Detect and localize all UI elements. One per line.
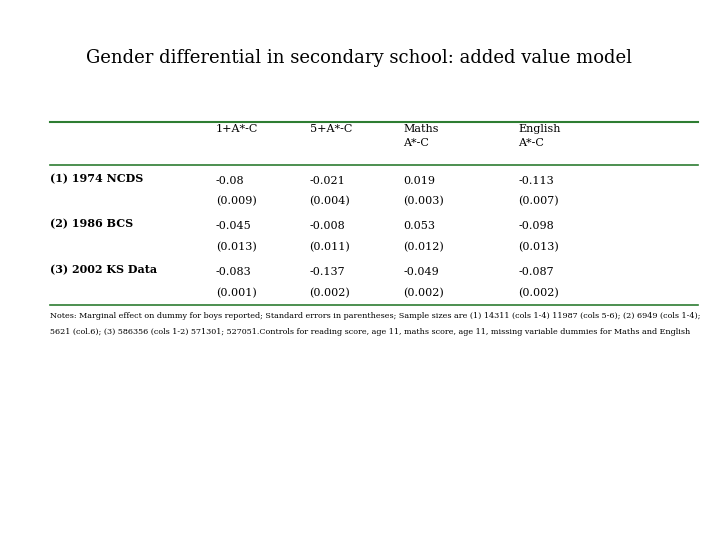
Text: -0.08: -0.08 bbox=[216, 176, 245, 186]
Text: (0.013): (0.013) bbox=[518, 242, 559, 252]
Text: Notes: Marginal effect on dummy for boys reported; Standard errors in parenthese: Notes: Marginal effect on dummy for boys… bbox=[50, 312, 701, 320]
Text: 0.053: 0.053 bbox=[403, 221, 435, 232]
Text: (1) 1974 NCDS: (1) 1974 NCDS bbox=[50, 173, 144, 184]
Text: (0.009): (0.009) bbox=[216, 196, 257, 206]
Text: English: English bbox=[518, 124, 561, 134]
Text: -0.021: -0.021 bbox=[310, 176, 346, 186]
Text: (3) 2002 KS Data: (3) 2002 KS Data bbox=[50, 265, 158, 275]
Text: (0.002): (0.002) bbox=[310, 288, 351, 298]
Text: -0.083: -0.083 bbox=[216, 267, 252, 278]
Text: -0.045: -0.045 bbox=[216, 221, 252, 232]
Text: -0.049: -0.049 bbox=[403, 267, 439, 278]
Text: (0.001): (0.001) bbox=[216, 288, 257, 298]
Text: (2) 1986 BCS: (2) 1986 BCS bbox=[50, 219, 133, 230]
Text: -0.098: -0.098 bbox=[518, 221, 554, 232]
Text: -0.008: -0.008 bbox=[310, 221, 346, 232]
Text: 0.019: 0.019 bbox=[403, 176, 435, 186]
Text: -0.087: -0.087 bbox=[518, 267, 554, 278]
Text: -0.113: -0.113 bbox=[518, 176, 554, 186]
Text: 1+A*-C: 1+A*-C bbox=[216, 124, 258, 134]
Text: Gender differential in secondary school: added value model: Gender differential in secondary school:… bbox=[86, 49, 632, 66]
Text: -0.137: -0.137 bbox=[310, 267, 345, 278]
Text: Maths: Maths bbox=[403, 124, 438, 134]
Text: (0.013): (0.013) bbox=[216, 242, 257, 252]
Text: (0.011): (0.011) bbox=[310, 242, 351, 252]
Text: (0.004): (0.004) bbox=[310, 196, 351, 206]
Text: A*-C: A*-C bbox=[518, 138, 544, 148]
Text: (0.007): (0.007) bbox=[518, 196, 559, 206]
Text: (0.003): (0.003) bbox=[403, 196, 444, 206]
Text: A*-C: A*-C bbox=[403, 138, 429, 148]
Text: 5+A*-C: 5+A*-C bbox=[310, 124, 352, 134]
Text: (0.002): (0.002) bbox=[518, 288, 559, 298]
Text: (0.002): (0.002) bbox=[403, 288, 444, 298]
Text: 5621 (col.6); (3) 586356 (cols 1-2) 571301; 527051.Controls for reading score, a: 5621 (col.6); (3) 586356 (cols 1-2) 5713… bbox=[50, 328, 690, 336]
Text: (0.012): (0.012) bbox=[403, 242, 444, 252]
